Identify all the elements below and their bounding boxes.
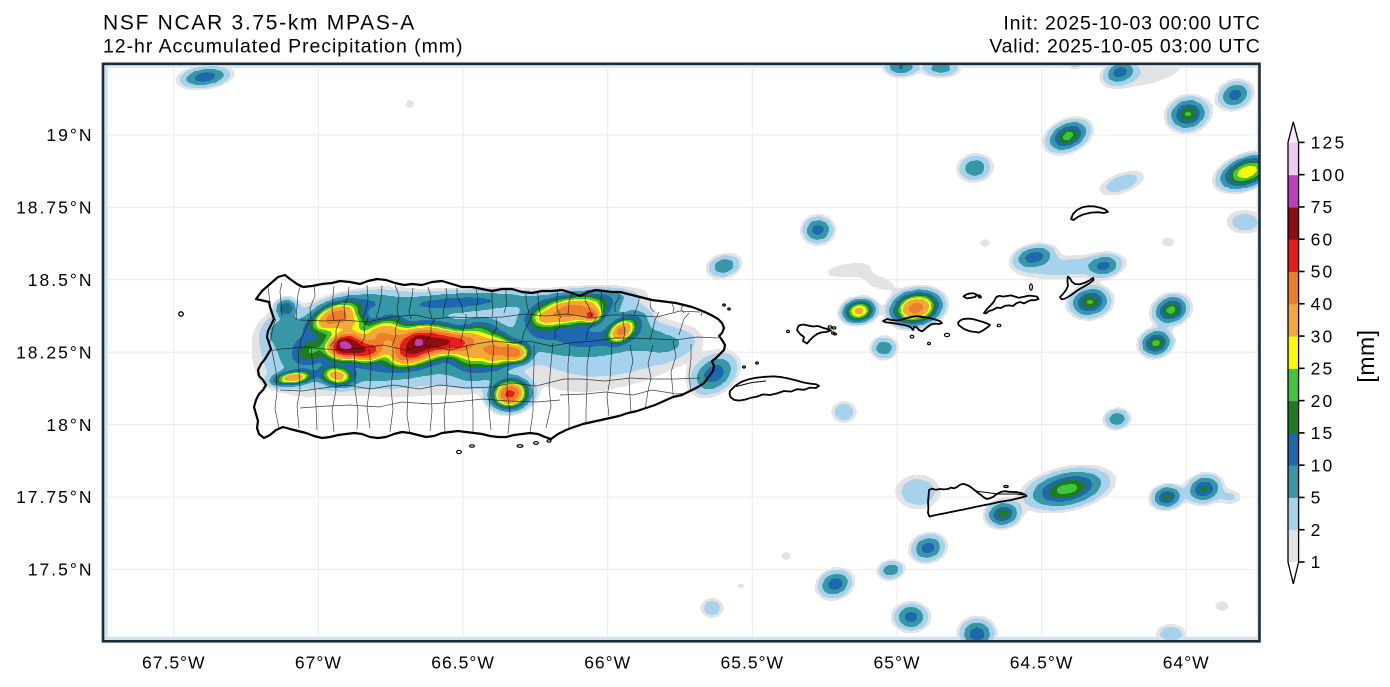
svg-text:65.5°W: 65.5°W: [721, 653, 785, 673]
svg-text:1: 1: [1311, 552, 1323, 572]
svg-text:60: 60: [1311, 229, 1335, 249]
svg-text:67°W: 67°W: [295, 653, 342, 673]
svg-text:17.75°N: 17.75°N: [16, 487, 93, 507]
svg-text:5: 5: [1311, 488, 1323, 508]
svg-text:[mm]: [mm]: [1353, 329, 1379, 382]
svg-text:67.5°W: 67.5°W: [142, 653, 206, 673]
svg-text:10: 10: [1311, 455, 1335, 475]
svg-text:66.5°W: 66.5°W: [431, 653, 495, 673]
svg-text:30: 30: [1311, 326, 1335, 346]
svg-text:Valid: 2025-10-05 03:00 UTC: Valid: 2025-10-05 03:00 UTC: [989, 36, 1260, 58]
svg-text:2: 2: [1311, 520, 1323, 540]
svg-text:NSF NCAR 3.75-km MPAS-A: NSF NCAR 3.75-km MPAS-A: [103, 12, 416, 35]
svg-text:12-hr Accumulated Precipitatio: 12-hr Accumulated Precipitation (mm): [103, 36, 463, 58]
svg-text:75: 75: [1311, 197, 1335, 217]
svg-text:18°N: 18°N: [46, 415, 93, 435]
svg-text:17.5°N: 17.5°N: [28, 560, 94, 580]
svg-text:65°W: 65°W: [874, 653, 921, 673]
svg-text:Init: 2025-10-03 00:00 UTC: Init: 2025-10-03 00:00 UTC: [1003, 13, 1260, 35]
svg-text:125: 125: [1311, 133, 1347, 153]
svg-text:15: 15: [1311, 423, 1335, 443]
svg-text:20: 20: [1311, 391, 1335, 411]
svg-text:18.75°N: 18.75°N: [16, 198, 93, 218]
svg-text:64°W: 64°W: [1163, 653, 1210, 673]
svg-text:40: 40: [1311, 294, 1335, 314]
svg-text:66°W: 66°W: [584, 653, 631, 673]
svg-text:50: 50: [1311, 262, 1335, 282]
svg-text:19°N: 19°N: [46, 125, 93, 145]
svg-text:25: 25: [1311, 359, 1335, 379]
svg-text:18.5°N: 18.5°N: [28, 270, 94, 290]
svg-text:18.25°N: 18.25°N: [16, 342, 93, 362]
svg-text:100: 100: [1311, 165, 1347, 185]
svg-text:64.5°W: 64.5°W: [1010, 653, 1074, 673]
